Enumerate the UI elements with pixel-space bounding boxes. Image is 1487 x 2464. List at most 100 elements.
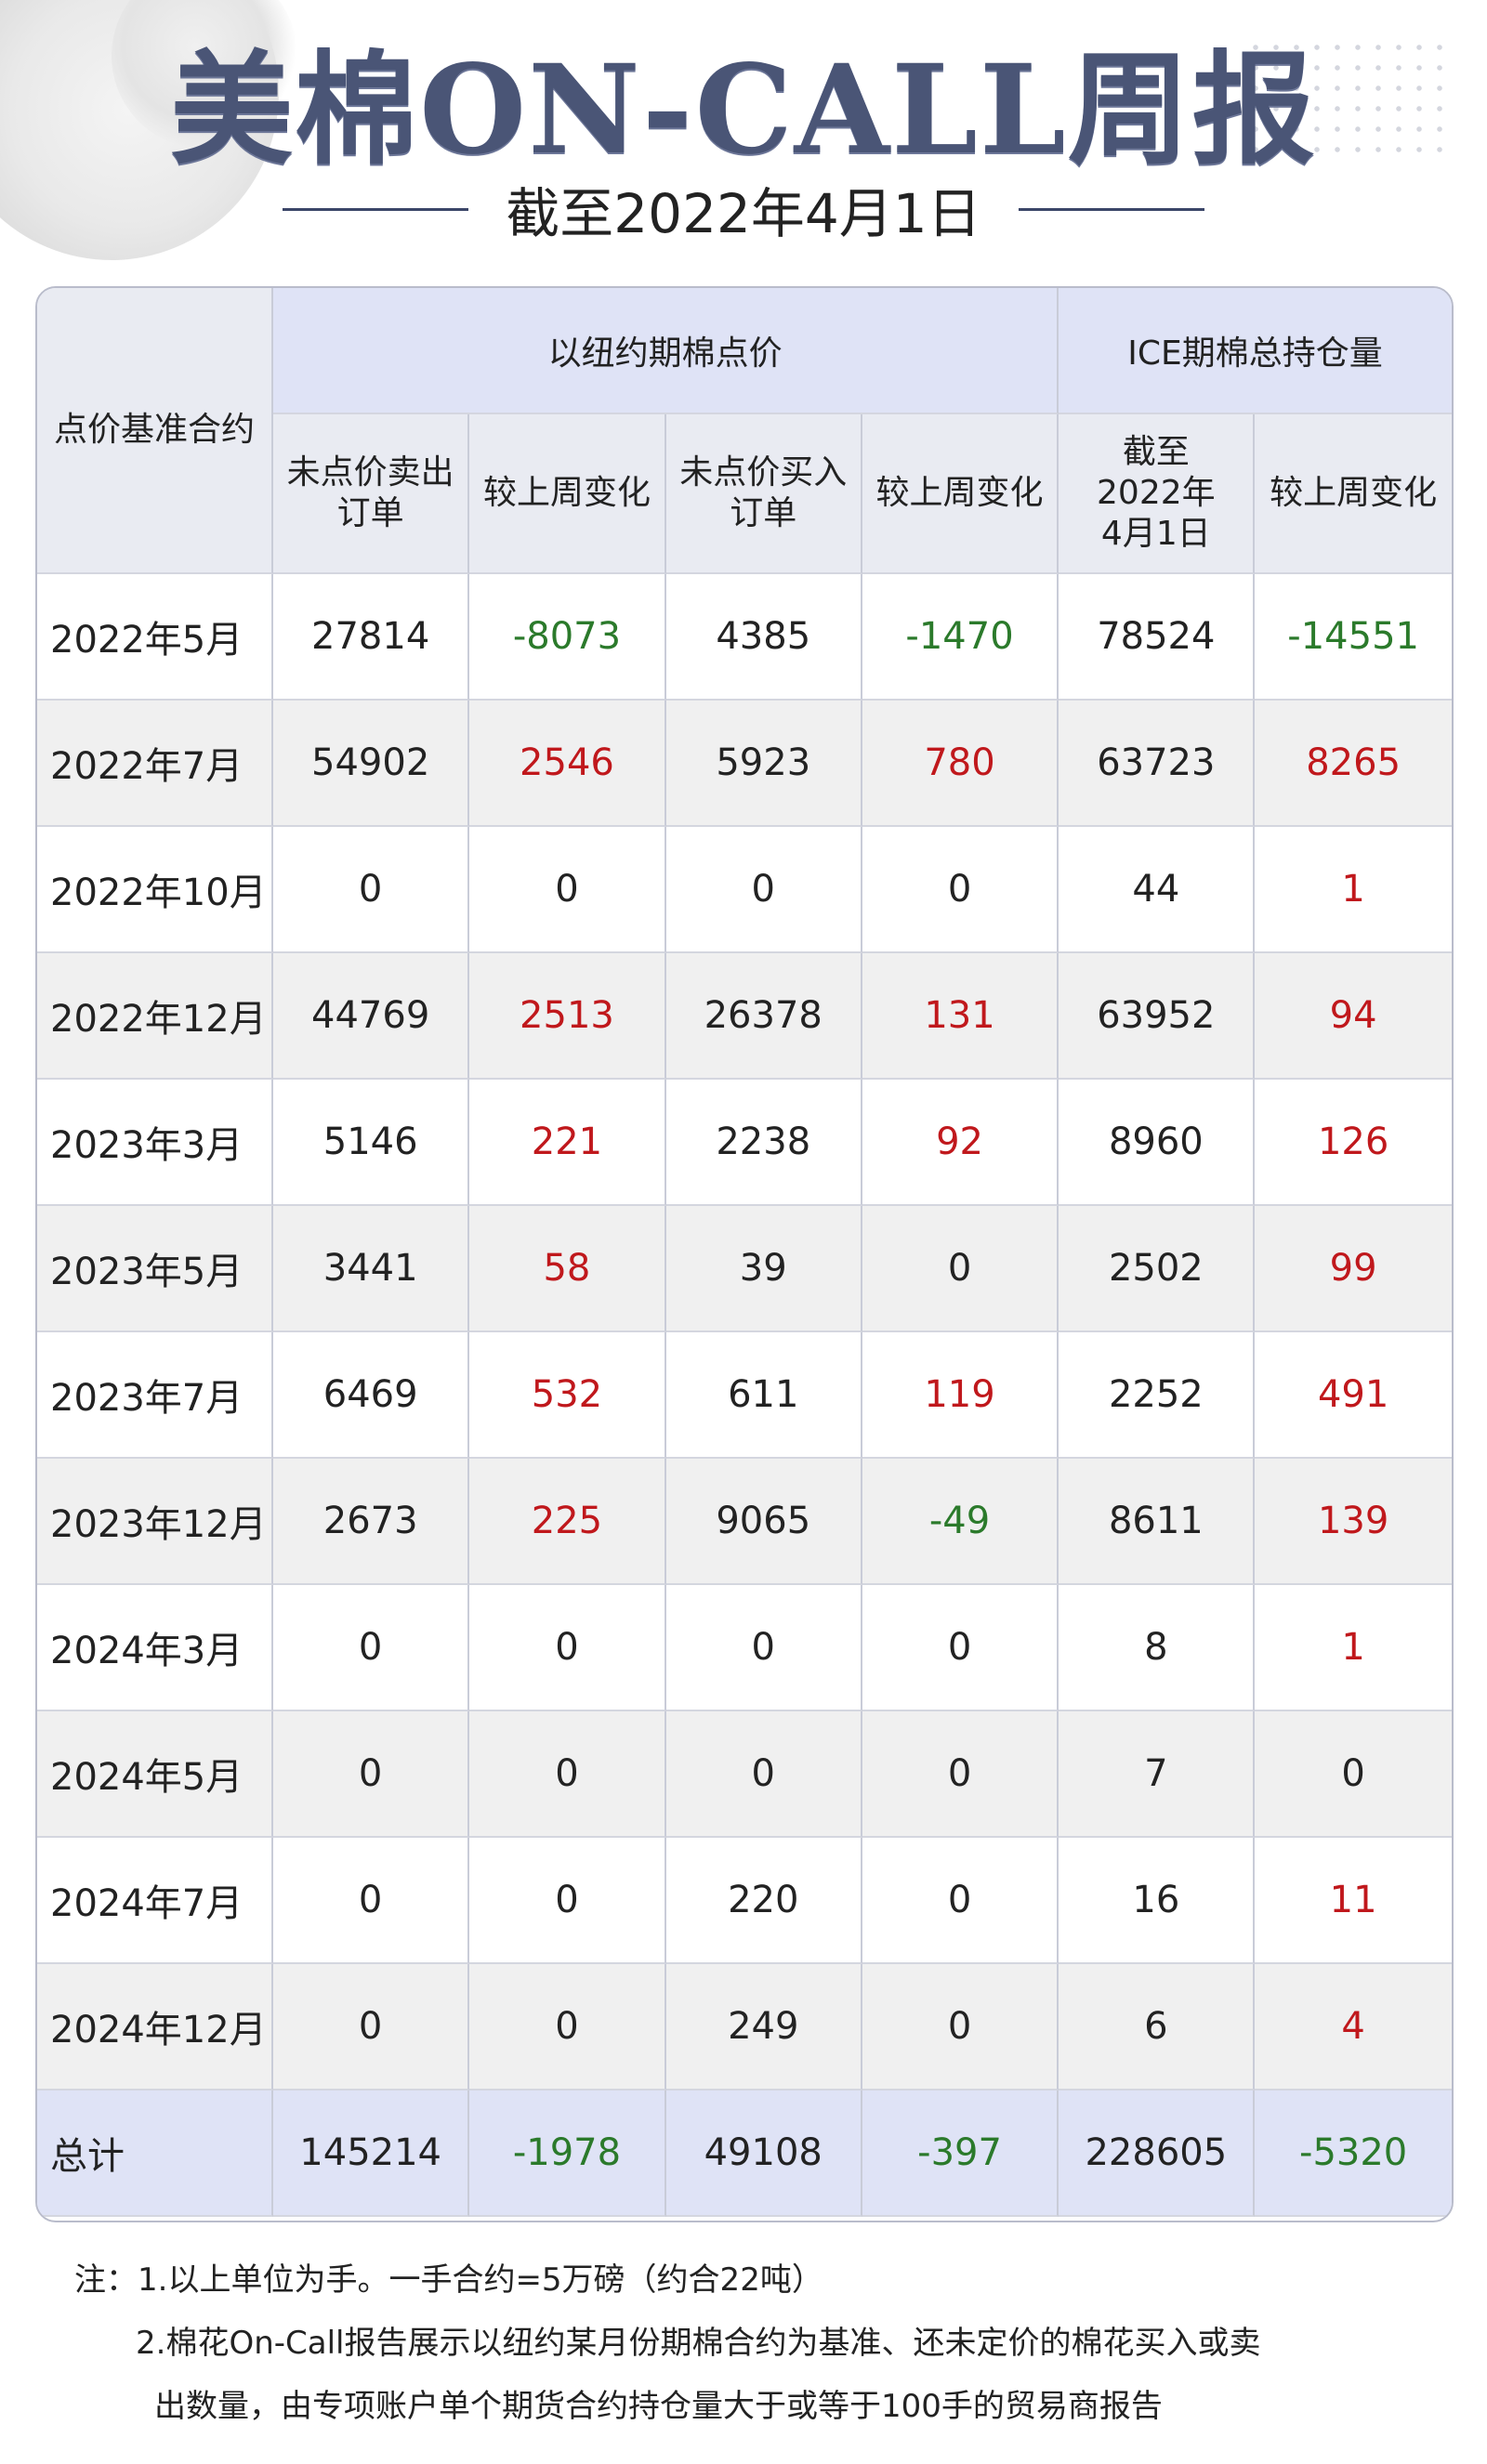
footnotes: 注：1.以上单位为手。一手合约=5万磅（约合22吨） 2.棉花On-Call报告… (74, 2248, 1413, 2438)
table-cell: 58 (469, 1206, 666, 1332)
table-cell: 2673 (273, 1459, 470, 1585)
row-contract-label: 2024年7月 (37, 1838, 273, 1964)
table-cell: 119 (862, 1332, 1059, 1459)
page-title: 美棉ON-CALL周报 (170, 38, 1317, 182)
row-contract-label: 2024年3月 (37, 1585, 273, 1711)
table-cell: 0 (862, 1964, 1059, 2090)
row-contract-label: 2024年5月 (37, 1711, 273, 1838)
table-cell: 0 (469, 1711, 666, 1838)
table-cell: 0 (862, 827, 1059, 953)
table-cell: 26378 (665, 953, 862, 1080)
oncall-table: 点价基准合约 以纽约期棉点价 ICE期棉总持仓量 未点价卖出订单 较上周变化 未… (35, 286, 1454, 2222)
table-cell: 0 (665, 827, 862, 953)
table-cell: 225 (469, 1459, 666, 1585)
header-group-ice: ICE期棉总持仓量 (1059, 288, 1452, 414)
table-cell: 0 (862, 1585, 1059, 1711)
row-contract-label: 2023年5月 (37, 1206, 273, 1332)
table-cell: 221 (469, 1080, 666, 1206)
table-cell: 54902 (273, 701, 470, 827)
table-cell: 780 (862, 701, 1059, 827)
table-cell: 8611 (1059, 1459, 1256, 1585)
table-cell: 2238 (665, 1080, 862, 1206)
header-group-ny: 以纽约期棉点价 (273, 288, 1059, 414)
table-grid: 点价基准合约 以纽约期棉点价 ICE期棉总持仓量 未点价卖出订单 较上周变化 未… (37, 288, 1452, 2221)
subheader-change-oi: 较上周变化 (1255, 414, 1452, 574)
subheader-change-sell: 较上周变化 (469, 414, 666, 574)
total-cell: 228605 (1059, 2090, 1256, 2217)
table-cell: 8265 (1255, 701, 1452, 827)
row-contract-label: 2023年3月 (37, 1080, 273, 1206)
subheader-unpriced-sell: 未点价卖出订单 (273, 414, 470, 574)
table-cell: 39 (665, 1206, 862, 1332)
total-cell: -397 (862, 2090, 1059, 2217)
table-cell: 94 (1255, 953, 1452, 1080)
table-cell: 532 (469, 1332, 666, 1459)
subheader-change-buy: 较上周变化 (862, 414, 1059, 574)
table-cell: 611 (665, 1332, 862, 1459)
table-cell: 44769 (273, 953, 470, 1080)
table-cell: 0 (273, 1585, 470, 1711)
table-cell: 16 (1059, 1838, 1256, 1964)
table-cell: 6 (1059, 1964, 1256, 2090)
table-cell: 3441 (273, 1206, 470, 1332)
table-cell: 1 (1255, 1585, 1452, 1711)
table-cell: 139 (1255, 1459, 1452, 1585)
divider-right (1018, 207, 1204, 211)
table-cell: -1470 (862, 574, 1059, 701)
subheader-unpriced-buy: 未点价买入订单 (665, 414, 862, 574)
table-cell: 5923 (665, 701, 862, 827)
table-cell: 0 (273, 1711, 470, 1838)
table-cell: 1 (1255, 827, 1452, 953)
table-cell: 0 (862, 1206, 1059, 1332)
note-line-1: 注：1.以上单位为手。一手合约=5万磅（约合22吨） (74, 2261, 823, 2299)
subheader-open-interest: 截至2022年4月1日 (1059, 414, 1256, 574)
total-cell: 49108 (665, 2090, 862, 2217)
table-cell: 8 (1059, 1585, 1256, 1711)
dot-pattern-decoration (1245, 37, 1450, 167)
table-cell: 2502 (1059, 1206, 1256, 1332)
table-cell: 131 (862, 953, 1059, 1080)
table-cell: -49 (862, 1459, 1059, 1585)
table-cell: 5146 (273, 1080, 470, 1206)
table-cell: 63952 (1059, 953, 1256, 1080)
cotton-decoration-2 (112, 0, 297, 149)
table-cell: 63723 (1059, 701, 1256, 827)
row-contract-label: 2022年7月 (37, 701, 273, 827)
table-cell: 78524 (1059, 574, 1256, 701)
table-cell: 0 (273, 827, 470, 953)
total-cell: -5320 (1255, 2090, 1452, 2217)
total-cell: 145214 (273, 2090, 470, 2217)
table-cell: 2513 (469, 953, 666, 1080)
row-contract-label: 2022年10月 (37, 827, 273, 953)
table-cell: 0 (469, 1964, 666, 2090)
table-cell: 4385 (665, 574, 862, 701)
table-cell: 0 (273, 1964, 470, 2090)
table-cell: 2546 (469, 701, 666, 827)
table-cell: 126 (1255, 1080, 1452, 1206)
table-cell: 220 (665, 1838, 862, 1964)
table-cell: 0 (665, 1711, 862, 1838)
page-subtitle: 截至2022年4月1日 (506, 182, 981, 245)
table-cell: 44 (1059, 827, 1256, 953)
header-contract: 点价基准合约 (37, 288, 273, 574)
table-cell: 0 (273, 1838, 470, 1964)
table-cell: 0 (469, 1838, 666, 1964)
subtitle-row: 截至2022年4月1日 (0, 167, 1487, 251)
table-cell: 9065 (665, 1459, 862, 1585)
table-cell: 11 (1255, 1838, 1452, 1964)
table-cell: 4 (1255, 1964, 1452, 2090)
divider-left (283, 207, 469, 211)
table-cell: 0 (469, 827, 666, 953)
row-contract-label: 2022年12月 (37, 953, 273, 1080)
row-contract-label: 2022年5月 (37, 574, 273, 701)
table-cell: 92 (862, 1080, 1059, 1206)
table-cell: -8073 (469, 574, 666, 701)
table-cell: 27814 (273, 574, 470, 701)
total-cell: -1978 (469, 2090, 666, 2217)
note-line-2: 2.棉花On-Call报告展示以纽约某月份期棉合约为基准、还未定价的棉花买入或卖 (136, 2325, 1261, 2362)
table-cell: 99 (1255, 1206, 1452, 1332)
total-label: 总计 (37, 2090, 273, 2217)
table-cell: 0 (665, 1585, 862, 1711)
note-line-3: 出数量，由专项账户单个期货合约持仓量大于或等于100手的贸易商报告 (154, 2388, 1163, 2425)
row-contract-label: 2023年7月 (37, 1332, 273, 1459)
